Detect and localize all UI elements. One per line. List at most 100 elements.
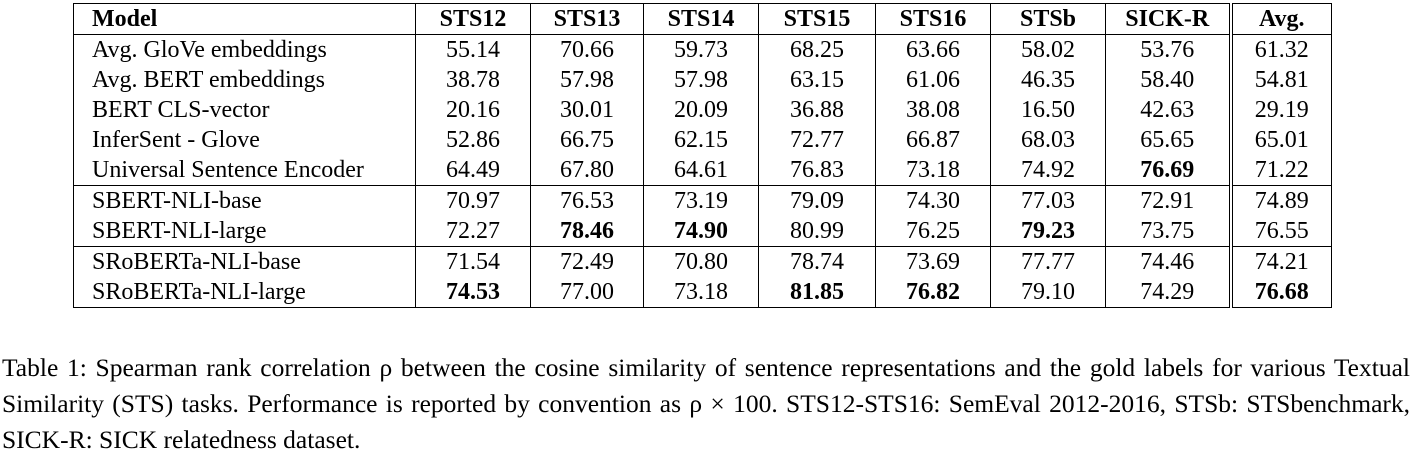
score-cell: 70.80 — [643, 246, 759, 277]
table-row: SBERT-NLI-large 72.27 78.46 74.90 80.99 76.25… — [74, 216, 1332, 247]
table-row: SBERT-NLI-base 70.97 76.53 73.19 79.09 74.30 7… — [73, 185, 1332, 216]
score-cell: 76.69 — [1105, 155, 1231, 186]
score-cell: 72.91 — [1105, 185, 1231, 216]
score-cell: 68.25 — [758, 34, 876, 65]
score-cell: 77.77 — [990, 246, 1106, 277]
score-cell: 38.78 — [415, 65, 531, 95]
score-cell: 76.83 — [758, 155, 876, 186]
score-cell: 76.53 — [530, 185, 644, 216]
model-name: InferSent - Glove — [92, 127, 260, 153]
score-cell: 77.00 — [530, 277, 644, 308]
score-cell: 73.19 — [643, 185, 759, 216]
score-cell: 38.08 — [875, 95, 991, 125]
score-cell: 72.49 — [530, 246, 644, 277]
score-cell: 74.30 — [875, 185, 991, 216]
model-name: BERT CLS-vector — [92, 97, 270, 123]
score-cell: 66.87 — [875, 125, 991, 155]
score-cell: 63.15 — [758, 65, 876, 95]
score-cell: 72.27 — [415, 216, 531, 247]
model-name: Avg. GloVe embeddings — [92, 37, 327, 63]
score-cell: 67.80 — [530, 155, 644, 186]
score-cell: 73.18 — [875, 155, 991, 186]
table-row: InferSent - Glove 52.86 66.75 62.15 72.77 66.… — [74, 125, 1332, 155]
score-cell: 54.81 — [1228, 65, 1332, 95]
score-cell: 55.14 — [415, 34, 531, 65]
score-cell: 57.98 — [530, 65, 644, 95]
score-cell: 72.77 — [758, 125, 876, 155]
score-cell: 78.46 — [530, 216, 644, 247]
column-header: STSb — [990, 3, 1106, 35]
score-cell: 63.66 — [875, 34, 991, 65]
table-row: SRoBERTa-NLI-large 74.53 77.00 73.18 81.85 76… — [74, 277, 1332, 308]
score-cell: 64.49 — [415, 155, 531, 186]
table-row: Universal Sentence Encoder 64.49 67.80 64.6… — [74, 155, 1332, 186]
score-cell: 79.09 — [758, 185, 876, 216]
table-body: Avg. GloVe embeddings 55.14 70.66 59.73 68.2… — [73, 34, 1332, 308]
score-cell: 29.19 — [1228, 95, 1332, 125]
column-header: Model — [73, 3, 416, 35]
score-cell: 62.15 — [643, 125, 759, 155]
column-header: Avg. — [1228, 3, 1332, 35]
model-name: SBERT-NLI-large — [92, 218, 267, 244]
score-cell: 78.74 — [758, 246, 876, 277]
score-cell: 74.90 — [643, 216, 759, 247]
score-cell: 81.85 — [758, 277, 876, 308]
score-cell: 77.03 — [990, 185, 1106, 216]
score-cell: 74.46 — [1105, 246, 1231, 277]
score-cell: 73.75 — [1105, 216, 1231, 247]
score-cell: 30.01 — [530, 95, 644, 125]
score-cell: 70.97 — [415, 185, 531, 216]
score-cell: 64.61 — [643, 155, 759, 186]
score-cell: 71.54 — [415, 246, 531, 277]
score-cell: 76.25 — [875, 216, 991, 247]
score-cell: 73.69 — [875, 246, 991, 277]
table-row: SRoBERTa-NLI-base 71.54 72.49 70.80 78.74 73.… — [73, 246, 1332, 277]
column-header: STS12 — [415, 3, 531, 35]
score-cell: 79.23 — [990, 216, 1106, 247]
table-row: BERT CLS-vector 20.16 30.01 20.09 36.88 38.08… — [74, 95, 1332, 125]
score-cell: 76.68 — [1228, 277, 1332, 308]
score-cell: 66.75 — [530, 125, 644, 155]
score-cell: 79.10 — [990, 277, 1106, 308]
score-cell: 61.06 — [875, 65, 991, 95]
model-name: SRoBERTa-NLI-large — [92, 279, 306, 305]
header-row: Model STS12 STS13 STS14 STS15 STS16 STSb SICK-R… — [73, 3, 1332, 35]
score-cell: 58.02 — [990, 34, 1106, 65]
score-cell: 59.73 — [643, 34, 759, 65]
score-cell: 74.29 — [1105, 277, 1231, 308]
model-name: SRoBERTa-NLI-base — [73, 246, 416, 277]
model-name: Universal Sentence Encoder — [92, 157, 364, 183]
model-name: SBERT-NLI-base — [73, 185, 416, 216]
score-cell: 58.40 — [1105, 65, 1231, 95]
score-cell: 65.65 — [1105, 125, 1231, 155]
score-cell: 46.35 — [990, 65, 1106, 95]
caption: Table 1: Spearman rank correlation ρ bet… — [2, 353, 1410, 454]
results-table: Model STS12 STS13 STS14 STS15 STS16 STSb SICK-R… — [73, 3, 1332, 308]
column-header: SICK-R — [1105, 3, 1231, 35]
score-cell: 74.92 — [990, 155, 1106, 186]
score-cell: 20.16 — [415, 95, 531, 125]
score-cell: 74.21 — [1228, 246, 1332, 277]
score-cell: 70.66 — [530, 34, 644, 65]
table-row: Avg. GloVe embeddings 55.14 70.66 59.73 68.2… — [74, 34, 1332, 65]
score-cell: 74.53 — [415, 277, 531, 308]
score-cell: 61.32 — [1228, 34, 1332, 65]
score-cell: 80.99 — [758, 216, 876, 247]
score-cell: 42.63 — [1105, 95, 1231, 125]
score-cell: 76.55 — [1228, 216, 1332, 247]
score-cell: 52.86 — [415, 125, 531, 155]
score-cell: 16.50 — [990, 95, 1106, 125]
column-header: STS15 — [758, 3, 876, 35]
score-cell: 65.01 — [1228, 125, 1332, 155]
score-cell: 57.98 — [643, 65, 759, 95]
column-header: STS13 — [530, 3, 644, 35]
score-cell: 68.03 — [990, 125, 1106, 155]
column-header: STS14 — [643, 3, 759, 35]
table-row: Avg. BERT embeddings 38.78 57.98 57.98 63.15… — [74, 65, 1332, 95]
model-name: Avg. BERT embeddings — [92, 67, 325, 93]
column-header: STS16 — [875, 3, 991, 35]
score-cell: 74.89 — [1228, 185, 1332, 216]
score-cell: 20.09 — [643, 95, 759, 125]
score-cell: 76.82 — [875, 277, 991, 308]
